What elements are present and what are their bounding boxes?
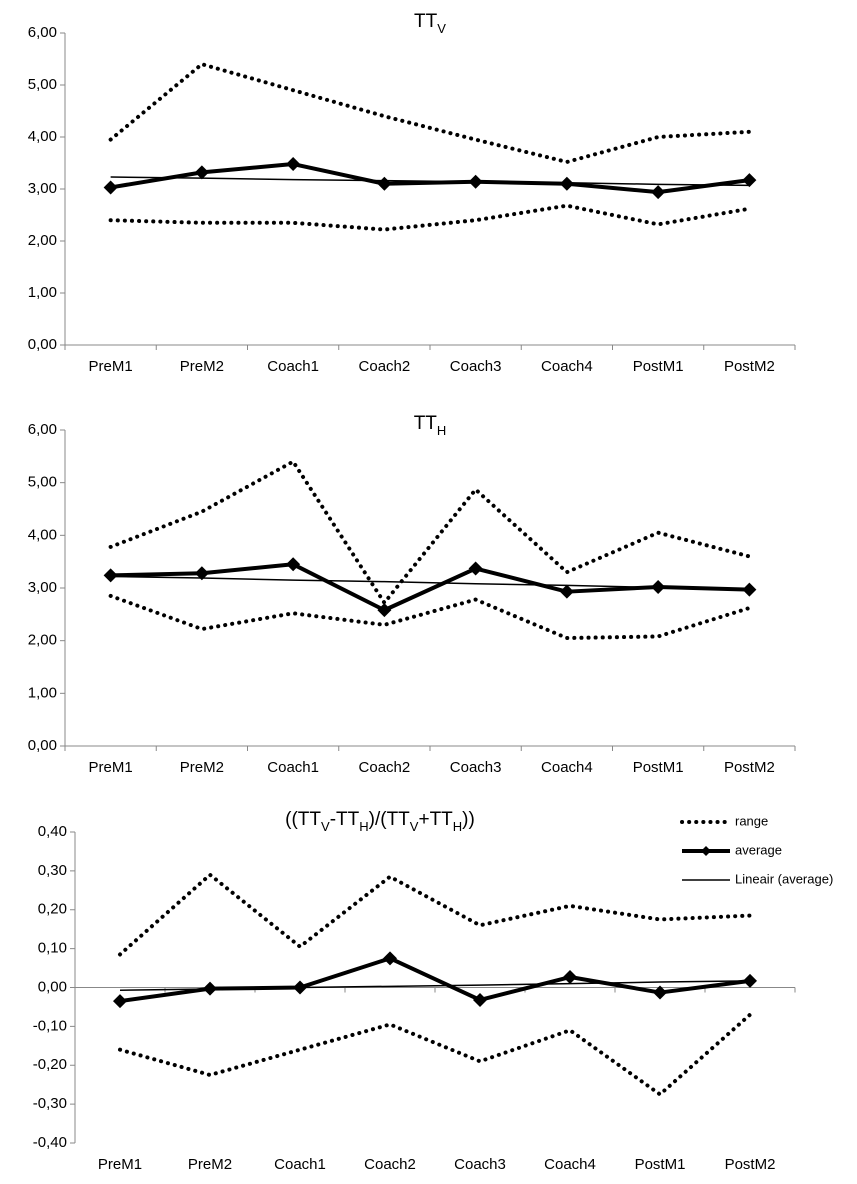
y-tick-label: 6,00 bbox=[28, 421, 57, 438]
x-tick-label: Coach1 bbox=[274, 1156, 326, 1173]
x-tick-label: Coach2 bbox=[364, 1156, 416, 1173]
range-high-line bbox=[108, 458, 752, 607]
x-tick-label: PreM2 bbox=[180, 358, 224, 375]
y-tick-label: 2,00 bbox=[28, 632, 57, 649]
range-high-line bbox=[118, 872, 752, 957]
chart-title: TTV bbox=[414, 11, 446, 36]
diamond-marker bbox=[468, 561, 483, 576]
y-tick-label: 1,00 bbox=[28, 284, 57, 301]
x-tick-label: PostM1 bbox=[633, 759, 684, 776]
title-part: TT bbox=[414, 11, 438, 32]
range-low-line bbox=[108, 203, 752, 232]
y-tick-label: 0,00 bbox=[28, 737, 57, 754]
diamond-marker bbox=[194, 566, 209, 581]
y-tick-label: -0,40 bbox=[33, 1134, 67, 1151]
diamond-marker bbox=[742, 173, 757, 188]
chart-title: ((TTV-TTH)/(TTV+TTH)) bbox=[285, 809, 475, 834]
diamond-marker bbox=[286, 157, 301, 172]
y-tick-label: 0,20 bbox=[38, 901, 67, 918]
x-tick-label: Coach3 bbox=[450, 759, 502, 776]
x-tick-label: Coach4 bbox=[544, 1156, 596, 1173]
y-tick-label: -0,20 bbox=[33, 1056, 67, 1073]
range-low-line bbox=[118, 1012, 752, 1097]
diamond-marker bbox=[377, 603, 392, 618]
y-tick-label: 1,00 bbox=[28, 684, 57, 701]
y-tick-label: 4,00 bbox=[28, 526, 57, 543]
x-tick-label: Coach3 bbox=[454, 1156, 506, 1173]
diamond-marker bbox=[473, 992, 487, 1007]
diamond-marker bbox=[286, 557, 301, 572]
x-tick-label: PostM2 bbox=[724, 759, 775, 776]
y-tick-label: 6,00 bbox=[28, 24, 57, 41]
y-tick-label: 4,00 bbox=[28, 128, 57, 145]
diamond-marker bbox=[563, 970, 577, 985]
title-part: H bbox=[359, 819, 368, 834]
title-part: ((TT bbox=[285, 809, 321, 830]
legend-label: range bbox=[735, 813, 768, 828]
title-part: V bbox=[410, 819, 419, 834]
range-high-line bbox=[108, 61, 752, 165]
diamond-marker bbox=[103, 180, 118, 195]
diamond-marker bbox=[194, 165, 209, 180]
diamond-marker bbox=[559, 584, 574, 599]
x-tick-label: Coach3 bbox=[450, 358, 502, 375]
y-tick-label: 0,40 bbox=[38, 823, 67, 840]
title-part: +TT bbox=[418, 809, 453, 830]
range-low-line bbox=[108, 593, 752, 641]
diamond-marker bbox=[383, 951, 397, 966]
y-tick-label: -0,30 bbox=[33, 1095, 67, 1112]
diamond-marker bbox=[113, 994, 127, 1009]
x-tick-label: Coach4 bbox=[541, 358, 593, 375]
x-tick-label: PostM1 bbox=[633, 358, 684, 375]
x-tick-label: Coach4 bbox=[541, 759, 593, 776]
title-part: )/(TT bbox=[369, 809, 411, 830]
y-tick-label: 0,00 bbox=[38, 978, 67, 995]
y-tick-label: 5,00 bbox=[28, 474, 57, 491]
trend-line bbox=[110, 575, 750, 590]
title-part: -TT bbox=[330, 809, 360, 830]
title-part: )) bbox=[462, 809, 475, 830]
trend-line bbox=[110, 176, 750, 187]
x-tick-label: Coach1 bbox=[267, 759, 319, 776]
x-tick-label: PostM2 bbox=[725, 1156, 776, 1173]
legend-label: average bbox=[735, 842, 782, 857]
diamond-marker bbox=[651, 185, 666, 200]
x-tick-label: PreM1 bbox=[89, 358, 133, 375]
title-part: V bbox=[321, 819, 330, 834]
y-tick-label: 2,00 bbox=[28, 232, 57, 249]
x-tick-label: PostM1 bbox=[635, 1156, 686, 1173]
x-tick-label: PreM2 bbox=[188, 1156, 232, 1173]
title-part: V bbox=[437, 21, 446, 36]
x-tick-label: PreM1 bbox=[89, 759, 133, 776]
y-tick-label: 0,30 bbox=[38, 862, 67, 879]
y-tick-label: 3,00 bbox=[28, 180, 57, 197]
chart-title: TTH bbox=[414, 413, 447, 438]
legend-label: Lineair (average) bbox=[735, 871, 833, 886]
title-part: TT bbox=[414, 413, 438, 434]
x-tick-label: Coach1 bbox=[267, 358, 319, 375]
y-tick-label: 5,00 bbox=[28, 76, 57, 93]
y-tick-label: -0,10 bbox=[33, 1017, 67, 1034]
x-tick-label: PreM1 bbox=[98, 1156, 142, 1173]
x-tick-label: Coach2 bbox=[359, 358, 411, 375]
diamond-marker bbox=[742, 582, 757, 597]
x-tick-label: PostM2 bbox=[724, 358, 775, 375]
y-tick-label: 0,10 bbox=[38, 940, 67, 957]
average-line bbox=[110, 162, 750, 195]
diamond-marker bbox=[653, 985, 667, 1000]
trend-line bbox=[119, 980, 751, 991]
diamond-marker bbox=[559, 176, 574, 191]
diamond-marker bbox=[377, 176, 392, 191]
title-part: H bbox=[437, 423, 446, 438]
legend-marker bbox=[701, 846, 711, 856]
x-tick-label: Coach2 bbox=[359, 759, 411, 776]
y-tick-label: 3,00 bbox=[28, 579, 57, 596]
x-tick-label: PreM2 bbox=[180, 759, 224, 776]
y-tick-label: 0,00 bbox=[28, 336, 57, 353]
title-part: H bbox=[453, 819, 462, 834]
diamond-marker bbox=[103, 568, 118, 583]
